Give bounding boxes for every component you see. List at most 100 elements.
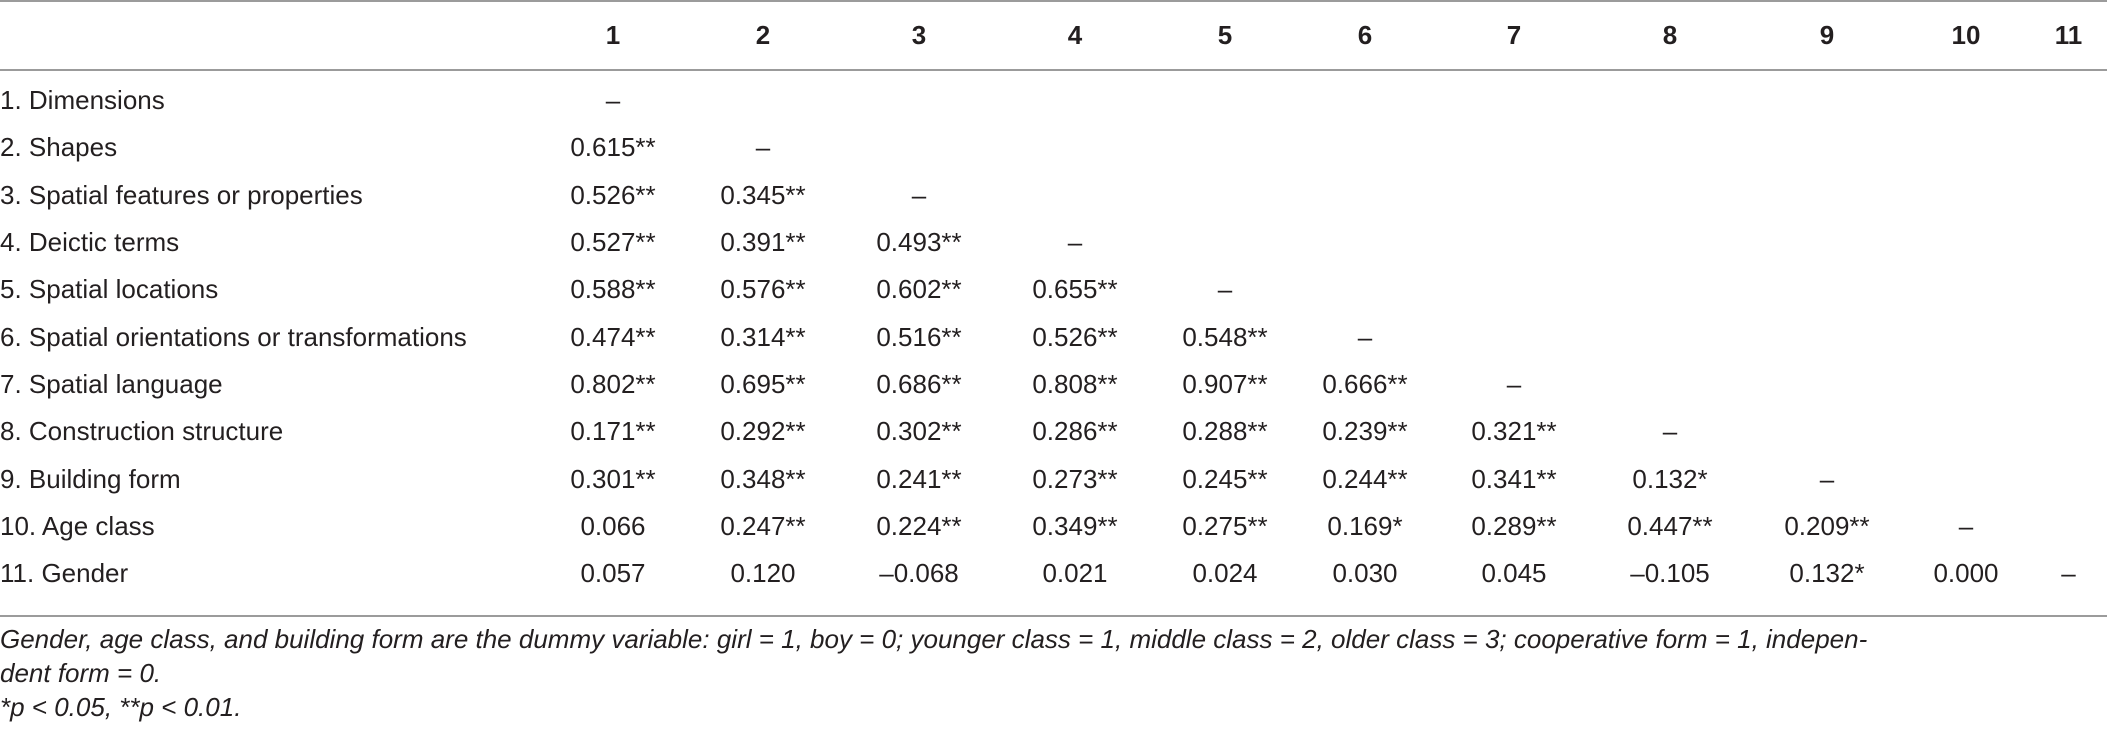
- table-cell: [1902, 219, 2030, 266]
- table-cell: [678, 69, 848, 124]
- table-cell: –: [911, 179, 927, 210]
- table-cell: 0.527**: [570, 227, 656, 258]
- table-cell: [1902, 69, 2030, 124]
- table-cell: 0.132*: [1632, 463, 1708, 494]
- table-cell: 0.286**: [1032, 416, 1118, 447]
- table-cell: [1588, 361, 1752, 408]
- table-cell: [1902, 172, 2030, 219]
- table-cell: –: [755, 132, 771, 163]
- table-cell: 0.292**: [720, 416, 806, 447]
- row-label: 3. Spatial features or properties: [0, 179, 363, 210]
- table-cell: –: [1958, 510, 1974, 541]
- header-cell-col-11: 11: [2054, 20, 2083, 50]
- row-label: 4. Deictic terms: [0, 227, 180, 258]
- row-label: 8. Construction structure: [0, 416, 284, 447]
- table-cell: [1290, 172, 1440, 219]
- table-cell: –: [1819, 463, 1835, 494]
- table-row: 3. Spatial features or properties 0.526**…: [0, 172, 2107, 219]
- table-cell: [1588, 172, 1752, 219]
- table-body: 1. Dimensions –2. Shapes 0.615** –3. Spatia…: [0, 69, 2107, 597]
- table-cell: –0.105: [1630, 558, 1710, 589]
- table-cell: 0.516**: [876, 321, 962, 352]
- table-cell: 0.526**: [1032, 321, 1118, 352]
- table-cell: 0.030: [1332, 558, 1398, 589]
- table-cell: 0.247**: [720, 510, 806, 541]
- table-row: 1. Dimensions –: [0, 69, 2107, 124]
- table-cell: [1440, 69, 1588, 124]
- table-cell: [1588, 124, 1752, 171]
- header-cell-col-4: 4: [1067, 20, 1083, 50]
- header-row: 1 2 3 4 5 6 7 8 9 10 11: [0, 2, 2107, 69]
- footnote-dummy-variables-cont: dent form = 0.: [0, 658, 162, 688]
- table-cell: [1902, 361, 2030, 408]
- table-cell: –: [2061, 558, 2076, 589]
- table-cell: [1290, 124, 1440, 171]
- table-cell: 0.666**: [1322, 368, 1408, 399]
- table-cell: [848, 124, 990, 171]
- table-cell: 0.345**: [720, 179, 806, 210]
- table-cell: 0.288**: [1182, 416, 1268, 447]
- table-cell: [848, 69, 990, 124]
- table-cell: [990, 69, 1160, 124]
- row-label: 7. Spatial language: [0, 368, 223, 399]
- table-cell: [2030, 219, 2107, 266]
- table-cell: 0.615**: [570, 132, 656, 163]
- table-cell: 0.302**: [876, 416, 962, 447]
- table-cell: [2030, 408, 2107, 455]
- table-row: 8. Construction structure 0.171** 0.292** 0…: [0, 408, 2107, 455]
- table-cell: 0.548**: [1182, 321, 1268, 352]
- table-cell: [2030, 313, 2107, 360]
- table-cell: [1752, 408, 1902, 455]
- table-cell: [990, 124, 1160, 171]
- table-header: 1 2 3 4 5 6 7 8 9 10 11: [0, 2, 2107, 69]
- table-cell: 0.655**: [1032, 274, 1118, 305]
- table-cell: 0.526**: [570, 179, 656, 210]
- table-cell: 0.391**: [720, 227, 806, 258]
- table-cell: 0.241**: [876, 463, 962, 494]
- table-cell: –: [1357, 321, 1373, 352]
- correlation-table: 1 2 3 4 5 6 7 8 9 10 11 1. Dimensions – 2. Shapes 0.6…: [0, 2, 2107, 597]
- table-cell: –: [1217, 274, 1233, 305]
- table-cell: [1160, 172, 1290, 219]
- table-cell: 0.245**: [1182, 463, 1268, 494]
- table-cell: [2030, 172, 2107, 219]
- bottom-rule: [0, 615, 2107, 617]
- row-label: 5. Spatial locations: [0, 274, 219, 305]
- table-cell: [1752, 361, 1902, 408]
- row-label: 11. Gender: [0, 558, 129, 589]
- table-cell: [1440, 124, 1588, 171]
- table-cell: 0.576**: [720, 274, 806, 305]
- row-label: 1. Dimensions: [0, 85, 165, 116]
- table-footnotes: Gender, age class, and building form are…: [0, 622, 2107, 724]
- table-cell: [1902, 313, 2030, 360]
- table-cell: [1160, 219, 1290, 266]
- footnote-significance: *p < 0.05, **p < 0.01.: [0, 692, 242, 722]
- footnote-dummy-variables: Gender, age class, and building form are…: [0, 624, 1868, 654]
- table-cell: 0.120: [730, 558, 796, 589]
- table-row: 5. Spatial locations 0.588** 0.576** 0.602*…: [0, 266, 2107, 313]
- table-cell: [1902, 266, 2030, 313]
- table-cell: –: [1506, 368, 1522, 399]
- table-cell: [2030, 124, 2107, 171]
- table-cell: 0.132*: [1789, 558, 1865, 589]
- table-cell: [1440, 266, 1588, 313]
- table-cell: [1752, 266, 1902, 313]
- table-cell: [1440, 313, 1588, 360]
- header-cell-col-6: 6: [1357, 20, 1373, 50]
- table-cell: [2030, 266, 2107, 313]
- table-cell: 0.301**: [570, 463, 656, 494]
- table-cell: 0.588**: [570, 274, 656, 305]
- table-cell: –: [1662, 416, 1678, 447]
- row-label: 6. Spatial orientations or transformatio…: [0, 321, 467, 352]
- table-cell: [1588, 313, 1752, 360]
- table-cell: 0.349**: [1032, 510, 1118, 541]
- table-cell: 0.021: [1042, 558, 1108, 589]
- header-cell-col-5: 5: [1217, 20, 1233, 50]
- header-cell-col-7: 7: [1506, 20, 1522, 50]
- table-row: 11. Gender 0.057 0.120 –0.068 0.021 0.024 0.03…: [0, 550, 2107, 597]
- top-rule: [0, 0, 2107, 2]
- table-cell: [1588, 69, 1752, 124]
- table-cell: 0.169*: [1327, 510, 1403, 541]
- table-cell: [1752, 172, 1902, 219]
